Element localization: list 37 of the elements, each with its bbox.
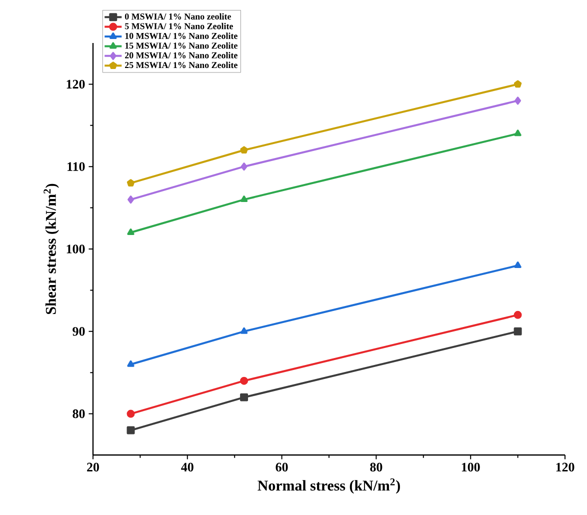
legend-label: 25 MSWIA/ 1% Nano Zeolite [125, 62, 238, 68]
legend-label: 15 MSWIA/ 1% Nano Zeolite [125, 42, 238, 49]
x-tick-label: 120 [556, 462, 574, 472]
point [240, 393, 248, 402]
point [240, 146, 248, 154]
y-axis-title: Shear stress (kN/m$^{2}$) [44, 184, 59, 314]
x-tick-label: 40 [181, 462, 194, 472]
point [240, 162, 248, 171]
y-tick-label: 100 [66, 244, 85, 254]
point [514, 327, 522, 336]
legend-label: 10 MSWIA/ 1% Nano Zeolite [125, 32, 238, 39]
point [126, 179, 135, 186]
point [240, 196, 248, 202]
legend-label: 0 MSWIA/ 1% Nano zeolite [124, 13, 231, 20]
point [128, 196, 134, 204]
y-tick-label: 110 [68, 162, 85, 171]
point [514, 130, 522, 136]
x-tick-label: 80 [370, 462, 382, 472]
point [240, 376, 248, 385]
legend-label: 5 MSWIA/ 1% Nano Zeolite [124, 22, 233, 30]
x-axis-title: Normal stress (kN/m$^{2}$) [258, 478, 400, 494]
legend-label: 20 MSWIA/ 1% Nano Zeolite [125, 52, 238, 58]
x-tick-label: 60 [276, 462, 288, 472]
point [514, 261, 522, 268]
point [514, 310, 522, 319]
point [127, 228, 134, 236]
point [127, 360, 134, 367]
point [514, 96, 522, 105]
point [126, 410, 135, 418]
y-tick-label: 90 [72, 327, 85, 336]
y-tick-label: 80 [72, 409, 85, 418]
x-tick-label: 20 [87, 462, 99, 472]
point [126, 426, 135, 434]
point [240, 327, 248, 334]
x-tick-label: 100 [462, 462, 480, 472]
point [514, 80, 522, 88]
y-tick-label: 120 [66, 80, 85, 89]
